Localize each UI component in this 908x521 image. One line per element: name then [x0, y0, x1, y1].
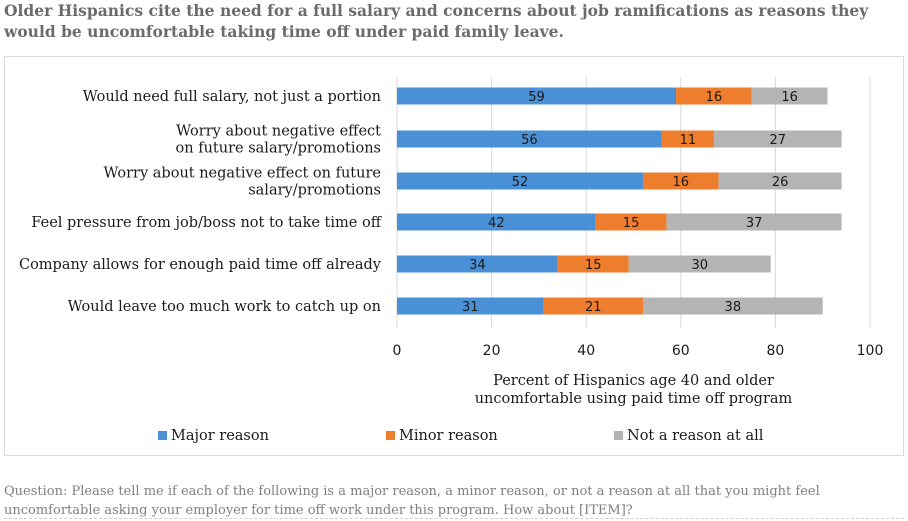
bar-minor-reason-row-2	[661, 130, 714, 148]
category-label-row-2-line-2: on future salary/promotions	[176, 141, 381, 157]
x-axis-label-line-2: uncomfortable using paid time off progra…	[475, 391, 793, 407]
bar-minor-reason-row-6	[543, 297, 643, 315]
data-label-major-reason-row-2: 56	[521, 133, 538, 148]
legend-label-minor-reason: Minor reason	[399, 428, 498, 444]
data-label-major-reason-row-4: 42	[488, 216, 505, 231]
category-label-row-5: Company allows for enough paid time off …	[19, 257, 382, 273]
chart-title-line-1: Older Hispanics cite the need for a full…	[4, 1, 869, 20]
bar-not-a-reason-at-all-row-5	[628, 255, 771, 273]
data-label-major-reason-row-5: 34	[469, 258, 486, 273]
data-label-minor-reason-row-3: 16	[673, 175, 690, 190]
data-label-minor-reason-row-5: 15	[585, 258, 602, 273]
data-label-not-a-reason-at-all-row-4: 37	[746, 216, 763, 231]
bar-not-a-reason-at-all-row-6	[642, 297, 823, 315]
data-label-not-a-reason-at-all-row-1: 16	[781, 90, 798, 105]
stacked-bar-chart: 59 16 16 56 11 27 52 16 26 42 15 37 34 15 30 31 21 38 Wou…	[19, 77, 884, 444]
data-label-major-reason-row-1: 59	[528, 90, 545, 105]
bar-major-reason-row-5	[397, 255, 558, 273]
category-label-row-6: Would leave too much work to catch up on	[68, 299, 381, 315]
bar-major-reason-row-2	[397, 130, 662, 148]
bar-major-reason-row-6	[397, 297, 544, 315]
bars: 59 16 16 56 11 27 52 16 26 42 15 37 34 15 30 31 21 38	[397, 87, 842, 315]
bar-minor-reason-row-1	[676, 87, 752, 105]
category-label-row-3-line-2: salary/promotions	[248, 183, 381, 199]
category-label-row-1: Would need full salary, not just a porti…	[83, 89, 381, 105]
footnote-line-1: Question: Please tell me if each of the …	[4, 484, 820, 499]
data-label-not-a-reason-at-all-row-3: 26	[772, 175, 789, 190]
data-label-minor-reason-row-2: 11	[680, 133, 697, 148]
legend-label-major-reason: Major reason	[171, 428, 269, 444]
x-tick-20: 20	[483, 343, 501, 359]
legend-swatch-not-a-reason-at-all	[614, 431, 623, 440]
category-label-row-2-line-1: Worry about negative effect	[176, 124, 381, 140]
footnote-line-2: uncomfortable asking your employer for t…	[4, 503, 633, 518]
legend-swatch-major-reason	[158, 431, 167, 440]
x-tick-80: 80	[766, 343, 784, 359]
data-label-not-a-reason-at-all-row-2: 27	[769, 133, 786, 148]
data-label-major-reason-row-3: 52	[512, 175, 529, 190]
x-axis-label-line-1: Percent of Hispanics age 40 and older	[493, 373, 774, 389]
chart-title: Older Hispanics cite the need for a full…	[4, 0, 904, 42]
x-tick-60: 60	[672, 343, 690, 359]
gridlines	[396, 77, 871, 328]
bar-not-a-reason-at-all-row-2	[713, 130, 842, 148]
bar-minor-reason-row-4	[595, 213, 667, 231]
category-label-row-4: Feel pressure from job/boss not to take …	[31, 215, 382, 231]
data-label-not-a-reason-at-all-row-6: 38	[725, 300, 742, 315]
x-tick-40: 40	[577, 343, 595, 359]
data-label-major-reason-row-6: 31	[462, 300, 479, 315]
data-label-minor-reason-row-1: 16	[706, 90, 723, 105]
data-label-not-a-reason-at-all-row-5: 30	[691, 258, 708, 273]
data-label-minor-reason-row-4: 15	[623, 216, 640, 231]
footer-divider	[4, 518, 904, 519]
x-tick-0: 0	[393, 343, 402, 359]
bar-major-reason-row-3	[397, 172, 643, 190]
legend-label-not-a-reason-at-all: Not a reason at all	[627, 428, 764, 444]
legend: Major reason Minor reason Not a reason at …	[158, 428, 764, 444]
bar-not-a-reason-at-all-row-1	[751, 87, 828, 105]
question-footnote: Question: Please tell me if each of the …	[4, 482, 904, 520]
x-axis-label: Percent of Hispanics age 40 and older unc…	[475, 373, 793, 407]
bar-not-a-reason-at-all-row-3	[718, 172, 842, 190]
bar-major-reason-row-4	[397, 213, 596, 231]
legend-swatch-minor-reason	[386, 431, 395, 440]
chart-frame	[4, 56, 904, 456]
bar-major-reason-row-1	[397, 87, 677, 105]
category-label-row-3-line-1: Worry about negative effect on future	[103, 166, 381, 182]
data-label-minor-reason-row-6: 21	[585, 300, 602, 315]
chart-title-line-2: would be uncomfortable taking time off u…	[4, 22, 564, 41]
x-tick-100: 100	[857, 343, 884, 359]
bar-not-a-reason-at-all-row-4	[666, 213, 842, 231]
bar-minor-reason-row-5	[557, 255, 629, 273]
bar-minor-reason-row-3	[642, 172, 719, 190]
category-labels: Would need full salary, not just a porti…	[19, 89, 383, 315]
x-tick-labels: 0 20 40 60 80 100	[393, 343, 884, 359]
